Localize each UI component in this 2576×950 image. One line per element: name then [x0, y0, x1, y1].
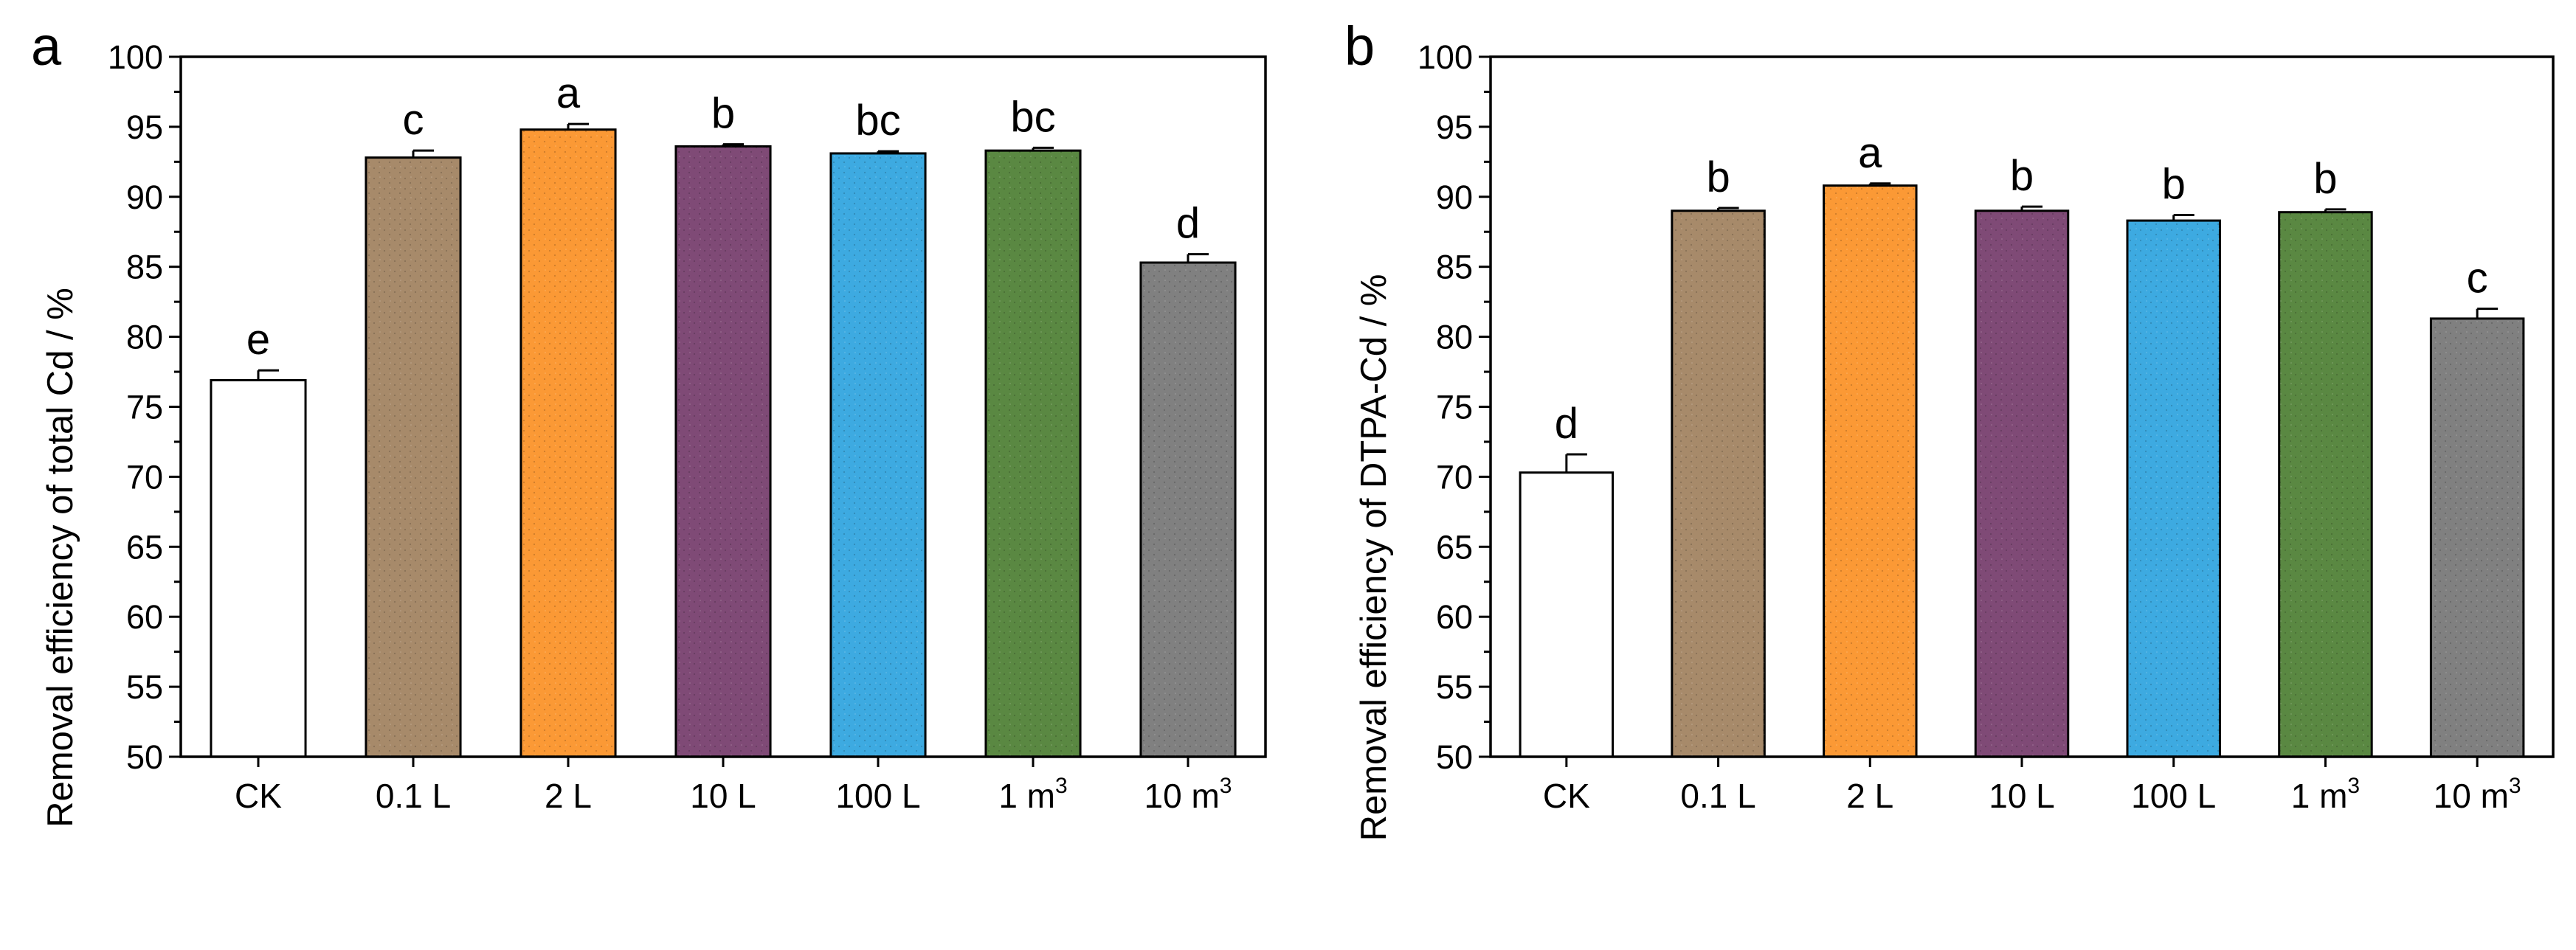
- y-tick-label-b: 90: [1436, 178, 1473, 216]
- x-tick-label-a-0: CK: [235, 777, 282, 815]
- y-tick-label-b: 75: [1436, 389, 1473, 426]
- x-tick-label-b-1: 0.1 L: [1680, 777, 1755, 815]
- y-tick-label-b: 50: [1436, 738, 1473, 776]
- significance-label-a-2: a: [556, 69, 581, 117]
- y-tick-label-b: 70: [1436, 458, 1473, 496]
- significance-label-a-3: b: [711, 90, 735, 138]
- panel-a: a Removal efficiency of total Cd / % 50 5…: [31, 15, 1267, 828]
- significance-label-b-5: b: [2313, 155, 2337, 203]
- bar-texture-a-1: [365, 157, 461, 757]
- plot-frame-b: [1489, 55, 2555, 758]
- bar-texture-b-6: [2431, 318, 2524, 757]
- y-tick-label-a: 85: [126, 249, 163, 286]
- significance-label-a-4: bc: [855, 97, 900, 145]
- x-tick-label-b-4: 100 L: [2131, 777, 2216, 815]
- significance-label-a-1: c: [403, 96, 424, 144]
- y-tick-label-b: 100: [1418, 38, 1473, 76]
- y-tick-label-a: 50: [126, 738, 163, 776]
- bar-texture-a-2: [520, 129, 616, 757]
- bar-b-0: [1519, 471, 1615, 758]
- x-tick-label-a-3: 10 L: [690, 777, 756, 815]
- x-tick-label-a-2: 2 L: [545, 777, 592, 815]
- y-tick-label-b: 65: [1436, 528, 1473, 566]
- bar-texture-a-6: [1140, 263, 1236, 757]
- x-tick-label-a-4: 100 L: [835, 777, 920, 815]
- bar-texture-b-5: [2279, 212, 2372, 757]
- significance-label-b-1: b: [1706, 153, 1730, 201]
- significance-label-b-4: b: [2162, 160, 2186, 208]
- y-tick-label-a: 75: [126, 389, 163, 426]
- bar-texture-b-3: [1975, 210, 2068, 757]
- x-tick-label-a-1: 0.1 L: [376, 777, 451, 815]
- x-tick-label-b-3: 10 L: [1989, 777, 2055, 815]
- y-tick-label-b: 80: [1436, 319, 1473, 356]
- y-tick-label-a: 90: [126, 178, 163, 216]
- y-tick-label-a: 60: [126, 598, 163, 636]
- x-tick-label-a-5: 1 m3: [998, 774, 1067, 815]
- panel-b: b Removal efficiency of DTPA-Cd / % 50 55…: [1344, 15, 2555, 842]
- y-tick-label-a: 80: [126, 319, 163, 356]
- x-tick-label-b-0: CK: [1543, 777, 1590, 815]
- x-tick-label-b-6: 10 m3: [2434, 774, 2521, 815]
- y-tick-label-a: 100: [108, 38, 163, 76]
- significance-label-b-0: d: [1555, 400, 1578, 448]
- significance-label-b-2: a: [1858, 129, 1882, 177]
- y-axis-title-b: Removal efficiency of DTPA-Cd / %: [1354, 274, 1394, 842]
- bar-texture-a-4: [830, 153, 926, 757]
- y-tick-label-a: 70: [126, 458, 163, 496]
- panel-label-a: a: [31, 15, 62, 77]
- y-tick-label-a: 55: [126, 668, 163, 706]
- y-axis-title-a: Removal efficiency of total Cd / %: [41, 288, 80, 828]
- significance-label-a-0: e: [246, 316, 270, 364]
- x-tick-label-b-5: 1 m3: [2291, 774, 2360, 815]
- y-tick-label-b: 95: [1436, 108, 1473, 146]
- bar-texture-b-4: [2127, 221, 2220, 757]
- significance-label-a-5: bc: [1010, 93, 1055, 141]
- y-tick-label-b: 85: [1436, 249, 1473, 286]
- significance-label-a-6: d: [1176, 200, 1200, 248]
- bar-a-0: [210, 378, 307, 758]
- x-tick-label-a-6: 10 m3: [1144, 774, 1232, 815]
- significance-label-b-6: c: [2467, 254, 2488, 302]
- x-tick-label-b-2: 2 L: [1846, 777, 1893, 815]
- bar-texture-b-1: [1671, 210, 1765, 757]
- plot-frame-a: [179, 55, 1267, 758]
- panel-label-b: b: [1344, 15, 1375, 77]
- y-tick-label-a: 95: [126, 108, 163, 146]
- significance-label-b-3: b: [2010, 152, 2034, 200]
- y-tick-label-b: 60: [1436, 598, 1473, 636]
- bar-texture-b-2: [1823, 185, 1917, 757]
- y-tick-label-a: 65: [126, 528, 163, 566]
- bar-texture-a-3: [675, 146, 771, 757]
- bar-texture-a-5: [985, 150, 1081, 757]
- y-tick-label-b: 55: [1436, 668, 1473, 706]
